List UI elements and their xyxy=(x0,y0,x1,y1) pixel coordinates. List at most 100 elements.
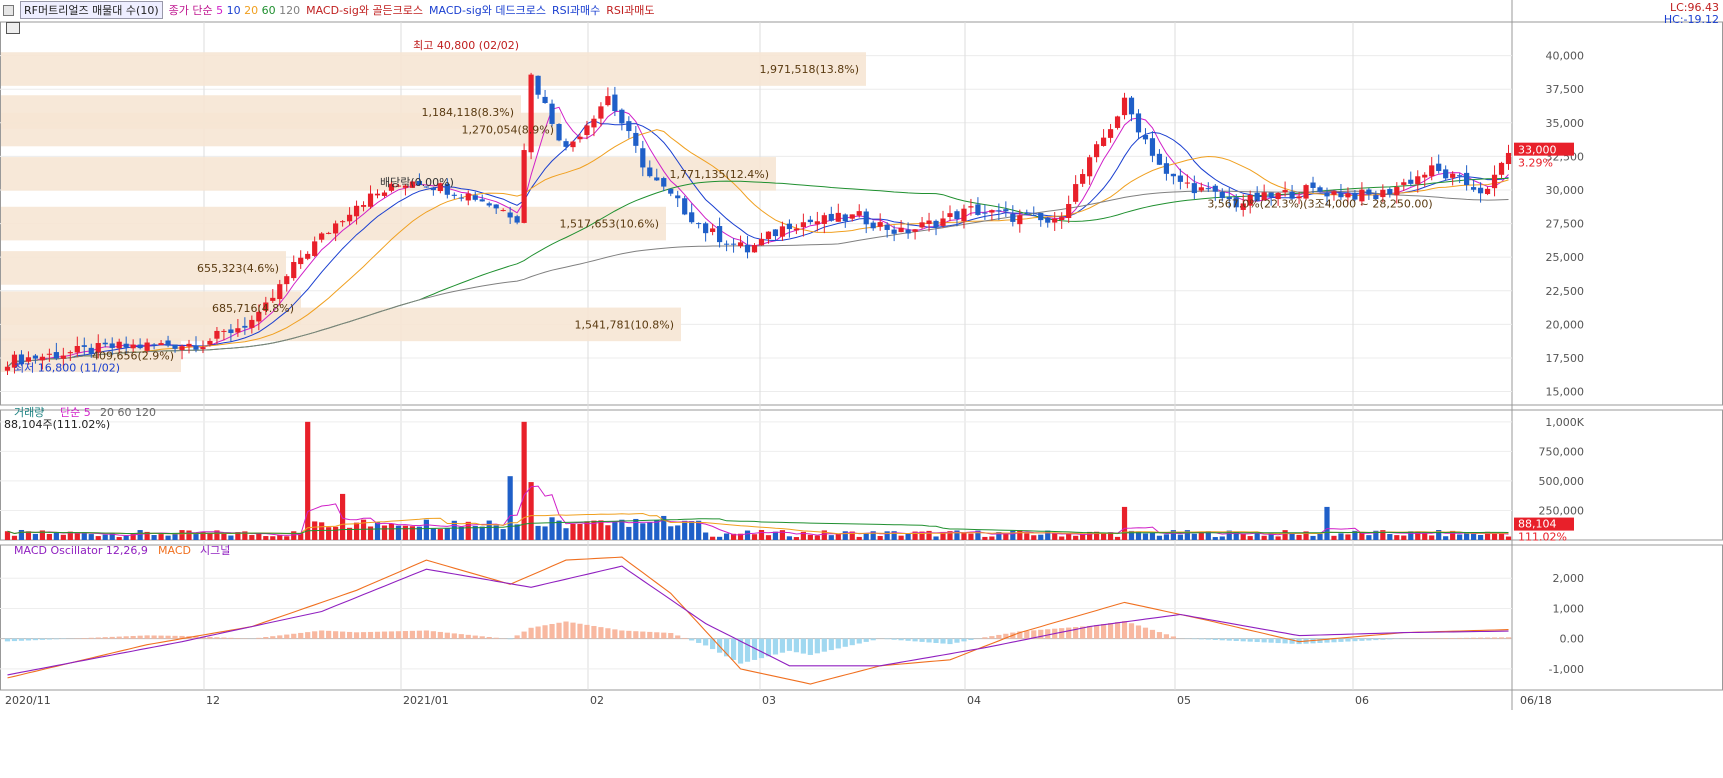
candle-body xyxy=(856,211,862,216)
volume-bar xyxy=(765,535,772,540)
macd-histogram-bar xyxy=(570,622,576,639)
macd-histogram-bar xyxy=(521,631,527,639)
macd-histogram-bar xyxy=(1080,626,1086,639)
macd-histogram-bar xyxy=(1121,621,1128,639)
candle xyxy=(1268,192,1274,206)
macd-label: MACD xyxy=(158,544,191,557)
macd-histogram-bar xyxy=(430,631,436,639)
candle-body xyxy=(870,222,876,229)
macd-histogram-bar xyxy=(779,638,786,653)
macd-histogram-bar xyxy=(1261,638,1267,643)
candle-body xyxy=(1380,189,1386,198)
candle-body xyxy=(416,181,422,186)
macd-histogram-bar xyxy=(954,638,960,643)
candle-body xyxy=(1059,217,1065,221)
volume-bar xyxy=(542,526,548,540)
stock-name[interactable]: RF머트리얼즈 매물대 수(10) xyxy=(20,1,163,19)
volume-bar xyxy=(521,421,527,540)
volume-bar xyxy=(25,531,32,540)
macd-histogram-bar xyxy=(1149,629,1156,639)
candle xyxy=(1038,212,1044,227)
candle-body xyxy=(123,343,129,348)
candle xyxy=(619,108,625,131)
candle-body xyxy=(1317,187,1323,192)
candle-body xyxy=(172,344,178,349)
candle xyxy=(374,189,381,199)
candle-body xyxy=(682,198,688,215)
candle xyxy=(696,222,702,229)
macd-histogram-bar xyxy=(598,627,604,639)
volume-bar xyxy=(1031,535,1037,540)
candle xyxy=(1394,182,1400,204)
volume-bar xyxy=(109,533,115,540)
candle-body xyxy=(18,354,25,365)
candle xyxy=(870,220,876,231)
candle xyxy=(1457,173,1463,184)
candle xyxy=(416,173,422,186)
candle xyxy=(39,353,45,370)
volume-bar xyxy=(60,534,66,540)
volume-bar xyxy=(1017,530,1023,540)
volume-bar xyxy=(1080,533,1086,540)
macd-histogram-bar xyxy=(465,634,471,639)
volume-bar xyxy=(1457,534,1463,540)
candle-body xyxy=(1087,157,1093,177)
volume-bar xyxy=(870,531,876,540)
volume-bar xyxy=(1317,533,1323,540)
volume-bar xyxy=(416,526,422,540)
macd-histogram-bar xyxy=(305,632,311,639)
candle-body xyxy=(74,345,80,353)
price-tick-label: 20,000 xyxy=(1546,318,1585,331)
macd-histogram-bar xyxy=(333,631,339,639)
volume-bar xyxy=(11,535,18,540)
macd-histogram-bar xyxy=(605,628,611,639)
candle-body xyxy=(1191,183,1197,194)
candle xyxy=(884,222,890,238)
candle xyxy=(905,222,911,239)
volume-badge-pct: 111.02% xyxy=(1518,531,1567,544)
candle-body xyxy=(521,150,527,223)
candle xyxy=(53,342,59,361)
volume-bar xyxy=(507,476,513,540)
candle-body xyxy=(842,214,848,222)
candle xyxy=(1296,192,1302,205)
volume-bar xyxy=(1296,534,1302,540)
volume-bar xyxy=(465,521,471,540)
volume-current: 88,104주(111.02%) xyxy=(4,418,110,431)
candle xyxy=(926,212,932,232)
candle xyxy=(1177,168,1183,190)
ma-title: 종가 단순 xyxy=(168,4,213,17)
grid-toggle-icon[interactable] xyxy=(6,22,20,34)
volume-bar xyxy=(807,534,813,540)
macd-histogram-bar xyxy=(835,638,841,649)
candle xyxy=(772,229,779,241)
candle xyxy=(109,337,115,356)
volume-bar xyxy=(1170,530,1176,540)
volume-bar xyxy=(116,537,122,540)
candle xyxy=(179,344,185,360)
candle xyxy=(479,194,485,202)
candle xyxy=(158,339,164,346)
panel-frame xyxy=(0,409,1723,541)
macd-histogram-bar xyxy=(472,635,478,639)
volume-profile-band xyxy=(1,157,776,191)
menu-icon[interactable] xyxy=(3,4,14,16)
macd-histogram-bar xyxy=(1443,638,1449,639)
rsi-overbought-legend: RSI과매수 xyxy=(551,4,601,17)
macd-histogram-bar xyxy=(32,638,39,641)
candle-body xyxy=(954,211,960,220)
macd-histogram-bar xyxy=(591,625,597,639)
candle-body xyxy=(891,229,897,234)
volume-bar xyxy=(737,533,744,540)
candle-body xyxy=(319,233,325,240)
candle-body xyxy=(472,195,478,200)
rsi-oversold-legend: RSI과매도 xyxy=(606,4,655,17)
volume-badge-value: 88,104 xyxy=(1518,518,1557,531)
candle xyxy=(444,178,450,199)
macd-histogram-bar xyxy=(507,638,513,640)
volume-bar xyxy=(605,525,611,540)
candle xyxy=(228,324,234,342)
candle-body xyxy=(46,353,52,355)
candle xyxy=(577,133,583,143)
candle-body xyxy=(1366,189,1372,195)
